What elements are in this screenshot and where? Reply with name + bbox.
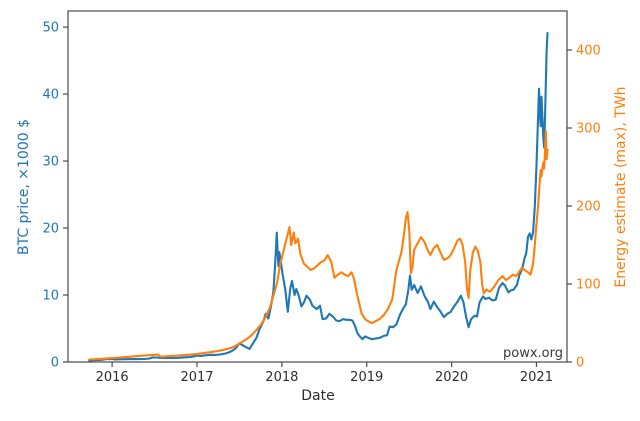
x-tick-label: 2020 — [435, 370, 468, 385]
y-tick-label-left: 50 — [42, 21, 59, 36]
energy-line — [88, 130, 549, 361]
y-tick-label-left: 0 — [51, 356, 59, 371]
x-tick-label: 2021 — [520, 370, 553, 385]
plot-border — [67, 10, 568, 363]
y-tick-label-right: 400 — [576, 44, 601, 59]
y-tick-label-left: 10 — [42, 289, 59, 304]
x-tick-label: 2019 — [350, 370, 383, 385]
x-axis-label: Date — [301, 388, 335, 404]
y-tick-label-left: 30 — [42, 155, 59, 170]
btc-price-line — [88, 32, 549, 362]
x-tick-label: 2018 — [265, 370, 298, 385]
y-tick-label-right: 100 — [576, 278, 601, 293]
y-tick-label-left: 40 — [42, 88, 59, 103]
watermark-text: powx.org — [503, 346, 563, 361]
y-tick-label-left: 20 — [42, 222, 59, 237]
y-tick-label-right: 200 — [576, 200, 601, 215]
x-tick-label: 2017 — [180, 370, 213, 385]
y-tick-label-right: 0 — [576, 356, 584, 371]
y-axis-label-right: Energy estimate (max), TWh — [613, 86, 629, 288]
x-tick-label: 2016 — [96, 370, 129, 385]
y-tick-label-right: 300 — [576, 122, 601, 137]
y-axis-label-left: BTC price, ×1000 $ — [16, 118, 32, 256]
